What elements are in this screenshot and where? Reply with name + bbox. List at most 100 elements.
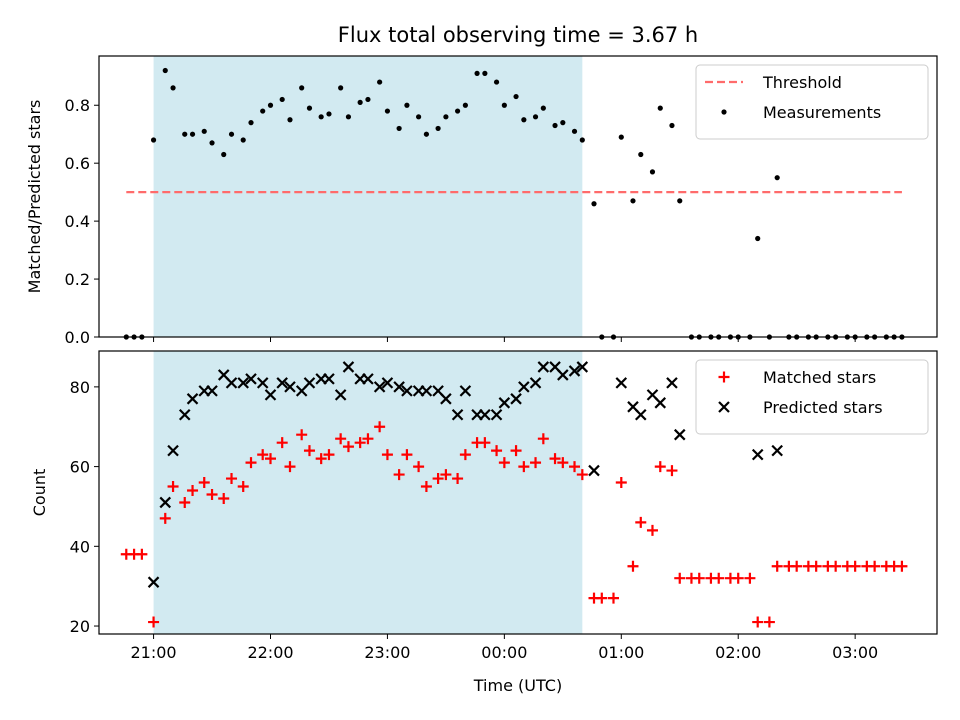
- data-point: [596, 592, 608, 604]
- y-axis-label: Matched/Predicted stars: [25, 100, 44, 294]
- data-point: [240, 137, 246, 143]
- data-point: [162, 67, 168, 74]
- y-tick-label: 0.6: [65, 154, 90, 173]
- data-point: [493, 79, 500, 85]
- data-point: [479, 437, 491, 449]
- data-point: [218, 492, 230, 504]
- data-point: [260, 108, 266, 114]
- data-point: [170, 85, 176, 91]
- data-point: [657, 105, 663, 111]
- data-point: [571, 128, 578, 134]
- data-point: [452, 473, 464, 485]
- data-point: [440, 393, 452, 405]
- data-point: [763, 616, 775, 628]
- y-tick-label: 60: [70, 458, 90, 477]
- data-point: [591, 201, 597, 207]
- data-point: [167, 481, 179, 493]
- data-point: [423, 131, 430, 137]
- data-point: [276, 377, 288, 389]
- data-point: [287, 117, 293, 123]
- data-point: [666, 465, 678, 477]
- legend-label: Matched stars: [763, 368, 876, 387]
- data-point: [374, 421, 386, 433]
- data-point: [401, 449, 413, 461]
- data-point: [178, 408, 191, 421]
- data-point: [257, 449, 269, 461]
- data-point: [303, 445, 315, 457]
- data-point: [649, 169, 656, 175]
- data-point: [384, 108, 391, 114]
- legend-handle-predicted: [718, 401, 730, 413]
- data-point: [225, 377, 238, 389]
- data-point: [187, 485, 199, 497]
- data-point: [189, 131, 196, 137]
- data-point: [342, 441, 354, 453]
- data-point: [529, 377, 542, 389]
- data-point: [744, 572, 756, 584]
- chart-title: Flux total observing time = 3.67 h: [338, 23, 698, 47]
- data-point: [345, 114, 352, 120]
- data-point: [209, 140, 215, 146]
- data-point: [510, 445, 522, 457]
- data-point: [186, 393, 199, 405]
- data-point: [576, 361, 589, 373]
- data-point: [435, 125, 441, 132]
- data-point: [774, 175, 780, 181]
- data-point: [451, 408, 464, 421]
- y-tick-label: 0.8: [65, 96, 90, 115]
- data-point: [303, 377, 316, 389]
- legend-handle-measurements: [721, 109, 727, 115]
- data-point: [326, 111, 332, 117]
- data-point: [381, 377, 394, 389]
- y-tick-label: 80: [70, 378, 90, 397]
- legend-box: [695, 64, 929, 140]
- data-point: [299, 85, 305, 91]
- data-point: [237, 377, 249, 389]
- data-point: [256, 377, 269, 389]
- data-point: [264, 453, 276, 465]
- data-point: [167, 444, 179, 457]
- data-point: [413, 461, 425, 473]
- data-point: [537, 361, 550, 373]
- data-point: [501, 102, 507, 108]
- legend-label: Measurements: [763, 103, 881, 122]
- data-point: [498, 457, 510, 469]
- data-point: [306, 105, 313, 111]
- observing-window-shade: [153, 351, 583, 634]
- data-point: [673, 428, 686, 441]
- data-point: [267, 102, 274, 108]
- data-point: [540, 105, 546, 111]
- data-point: [226, 473, 238, 485]
- data-point: [549, 453, 561, 465]
- y-tick-label: 20: [70, 617, 90, 636]
- data-point: [279, 96, 285, 103]
- data-point: [323, 449, 335, 461]
- data-point: [420, 385, 433, 397]
- y-tick-label: 0.0: [65, 328, 90, 347]
- data-point: [693, 572, 705, 584]
- data-point: [560, 120, 566, 126]
- data-point: [491, 445, 503, 457]
- data-point: [148, 616, 160, 628]
- data-point: [420, 481, 432, 493]
- x-tick-label: 21:00: [131, 643, 177, 662]
- data-point: [513, 93, 519, 100]
- data-point: [404, 102, 410, 108]
- panel-count: 20 40 60 80 21:00 22:00 23:00 00:00 01:00 02:00 03…: [30, 350, 938, 662]
- data-point: [377, 79, 383, 85]
- data-point: [147, 576, 160, 588]
- data-point: [179, 496, 191, 508]
- series-matched-stars: [120, 421, 908, 628]
- data-point: [248, 120, 254, 126]
- data-point: [518, 381, 530, 393]
- data-point: [401, 385, 413, 397]
- data-point: [198, 477, 210, 489]
- observing-window-shade: [153, 56, 583, 337]
- data-point: [440, 469, 452, 481]
- data-point: [338, 85, 344, 91]
- data-point: [810, 560, 822, 572]
- data-point: [630, 198, 636, 204]
- data-point: [576, 469, 588, 481]
- data-point: [579, 137, 585, 143]
